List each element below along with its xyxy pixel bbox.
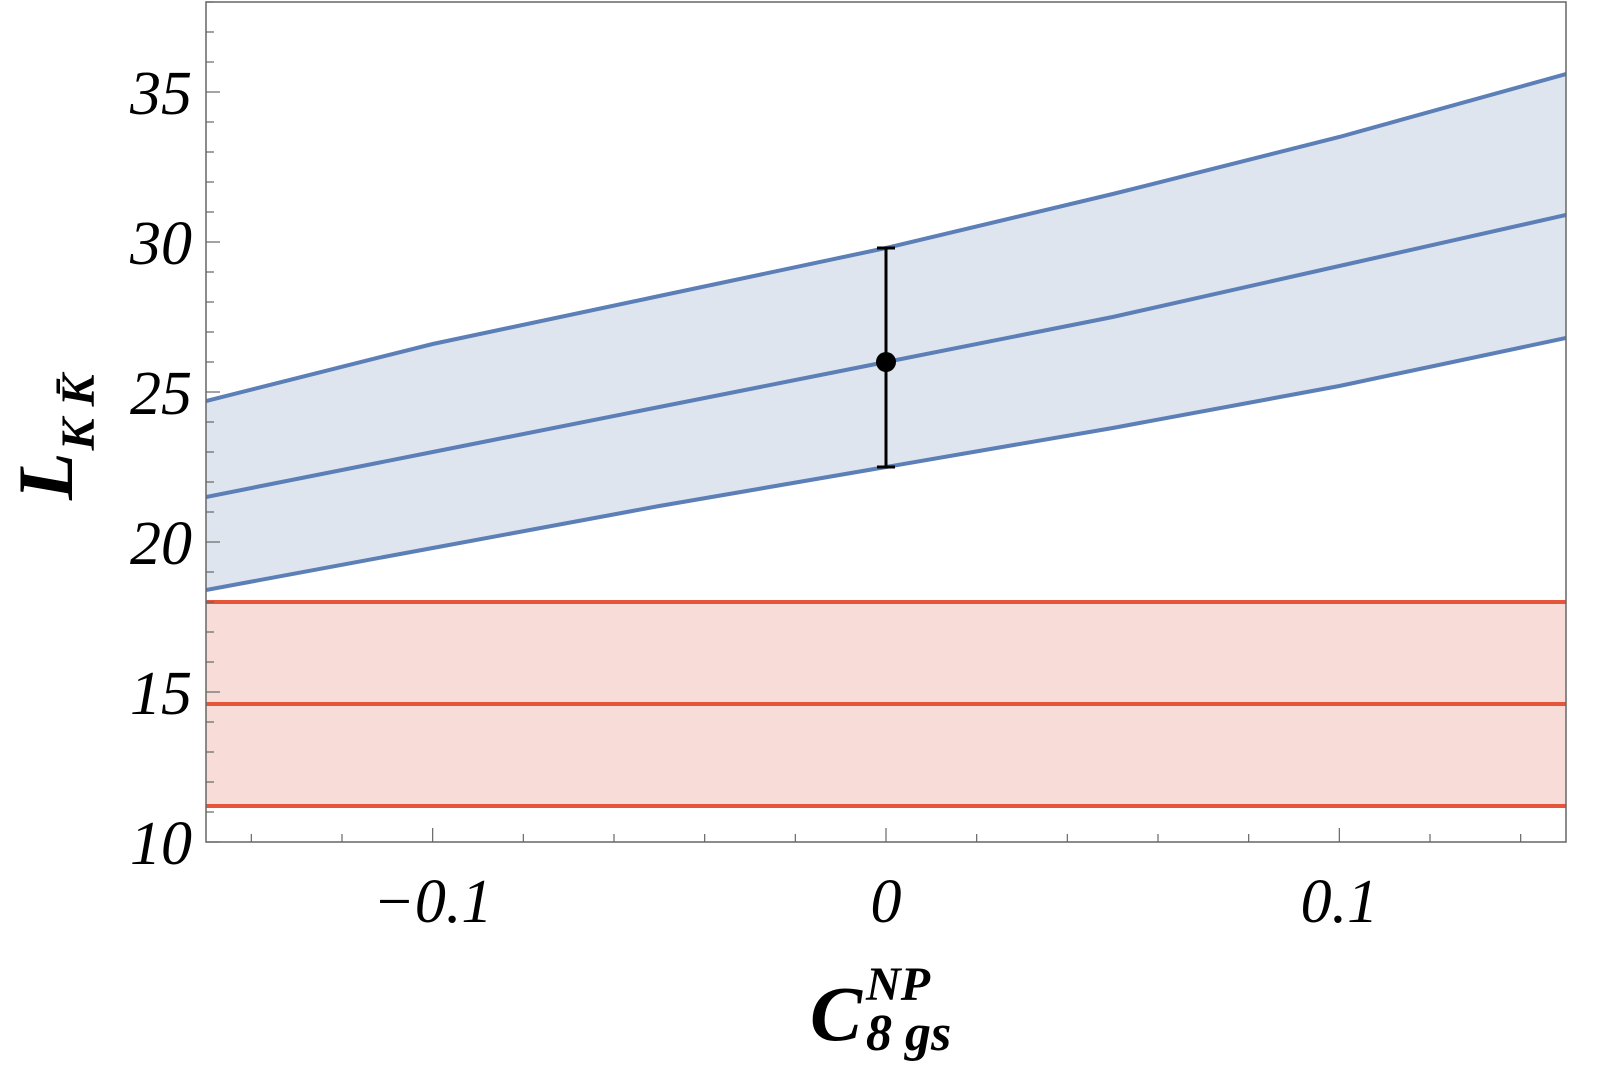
y-tick-label: 30	[129, 210, 192, 278]
y-axis-title-sub: K K̄	[52, 371, 105, 451]
y-tick-label: 10	[130, 810, 192, 878]
y-tick-label: 35	[129, 60, 192, 128]
y-tick-label: 15	[130, 660, 192, 728]
x-axis-title-sup: NP	[865, 958, 931, 1011]
data-point-0	[876, 352, 896, 372]
y-tick-label: 20	[130, 510, 192, 578]
y-axis-title-main: L	[2, 452, 89, 501]
x-axis: −0.1 0 0.1	[250, 828, 1522, 936]
y-tick-label: 25	[130, 360, 192, 428]
y-axis-title: LK K̄	[2, 371, 105, 501]
x-tick-label: −0.1	[373, 868, 492, 936]
x-axis-title: CNP	[810, 958, 931, 1057]
x-tick-label: 0.1	[1301, 868, 1379, 936]
x-axis-title-main: C	[810, 970, 863, 1057]
plot-area	[205, 1, 1567, 843]
y-axis: 10 15 20 25 30 35	[129, 1, 220, 878]
x-tick-label: 0	[871, 868, 902, 936]
x-axis-title-subscript: 8 gs	[866, 1005, 951, 1062]
